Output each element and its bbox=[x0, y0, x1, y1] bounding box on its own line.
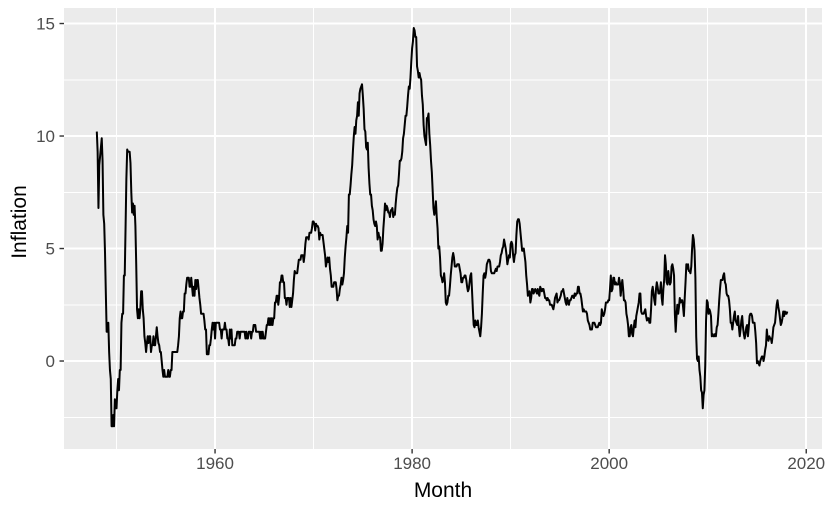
axis-tick-labels: 1960 1980 2000 2020 0 5 10 15 bbox=[36, 15, 825, 473]
minor-gridlines bbox=[64, 8, 822, 449]
x-axis-title: Month bbox=[414, 479, 472, 502]
y-tick-label: 15 bbox=[36, 15, 55, 34]
axis-ticks bbox=[59, 22, 807, 454]
plot-panel bbox=[64, 8, 822, 449]
x-tick-label: 1980 bbox=[393, 454, 431, 473]
y-tick-label: 0 bbox=[46, 352, 55, 371]
x-tick-label: 2000 bbox=[590, 454, 628, 473]
panel-background bbox=[64, 8, 822, 449]
y-tick-label: 5 bbox=[46, 240, 55, 259]
major-gridlines bbox=[64, 8, 822, 449]
inflation-series-line bbox=[95, 27, 789, 428]
x-tick-label: 1960 bbox=[196, 454, 234, 473]
x-tick-label: 2020 bbox=[787, 454, 825, 473]
inflation-series bbox=[95, 27, 789, 428]
y-tick-label: 10 bbox=[36, 127, 55, 146]
y-axis-title: Inflation bbox=[8, 185, 31, 259]
